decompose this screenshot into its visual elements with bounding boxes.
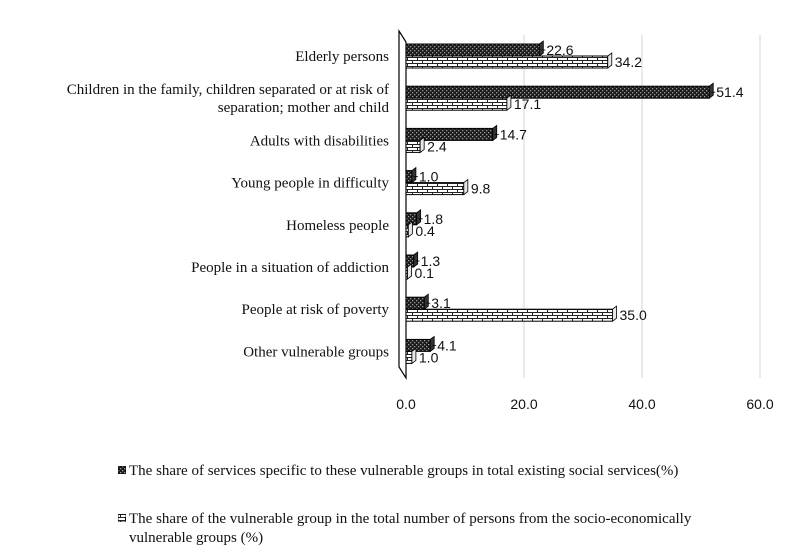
data-label: 1.3 bbox=[421, 253, 441, 269]
bar-depth bbox=[416, 209, 422, 226]
category-label: Young people in difficulty bbox=[231, 176, 389, 192]
data-label: 35.0 bbox=[620, 307, 647, 323]
legend-item-services: The share of services specific to these … bbox=[118, 462, 758, 481]
data-label: 14.7 bbox=[500, 126, 527, 142]
category-label: Other vulnerable groups bbox=[243, 344, 389, 360]
data-label: 1.0 bbox=[419, 169, 439, 185]
legend-item-group-share: The share of the vulnerable group in the… bbox=[118, 510, 758, 548]
bar bbox=[405, 55, 609, 69]
legend-label-services: The share of services specific to these … bbox=[129, 463, 679, 479]
bar bbox=[405, 97, 508, 111]
bar-depth bbox=[407, 221, 413, 238]
bar-depth bbox=[413, 251, 419, 268]
bar-depth bbox=[411, 166, 417, 184]
category-axis bbox=[398, 28, 407, 381]
legend-swatch-services bbox=[118, 466, 126, 474]
bar-depth bbox=[492, 124, 498, 142]
bar-depth bbox=[538, 40, 544, 57]
bar bbox=[405, 127, 494, 141]
category-label: People in a situation of addiction bbox=[191, 260, 389, 276]
labels: 0.0 20.0 40.0 60.0 Elderly persons 22.6 34.2 Ch… bbox=[67, 42, 774, 412]
x-tick-label: 20.0 bbox=[510, 396, 537, 412]
bar-depth bbox=[411, 347, 417, 365]
category-label: Elderly persons bbox=[295, 49, 389, 65]
bar-depth bbox=[419, 136, 425, 154]
bar-depth bbox=[607, 52, 613, 69]
category-label: People at risk of poverty bbox=[242, 302, 390, 318]
category-label: Homeless people bbox=[286, 218, 389, 234]
data-label: 9.8 bbox=[471, 181, 491, 197]
data-label: 51.4 bbox=[716, 84, 743, 100]
data-label: 34.2 bbox=[615, 54, 642, 70]
category-label: Adults with disabilities bbox=[250, 133, 389, 149]
bar-depth bbox=[423, 293, 429, 310]
bar bbox=[405, 350, 413, 364]
axis-line bbox=[398, 28, 407, 381]
data-label: 1.8 bbox=[424, 211, 444, 227]
legend-swatch-group-share bbox=[118, 514, 126, 522]
data-label: 4.1 bbox=[437, 337, 457, 353]
data-label: 1.0 bbox=[419, 349, 439, 365]
data-label: 2.4 bbox=[427, 138, 447, 154]
x-tick-label: 0.0 bbox=[396, 396, 416, 412]
data-label: 22.6 bbox=[546, 42, 573, 58]
category-label: Children in the family, children separat… bbox=[67, 82, 389, 98]
data-label: 0.1 bbox=[415, 265, 435, 281]
bar-depth bbox=[708, 82, 714, 99]
bar-depth bbox=[463, 178, 469, 196]
bar bbox=[405, 170, 413, 184]
legend: The share of services specific to these … bbox=[118, 462, 758, 548]
data-label: 0.4 bbox=[415, 223, 435, 239]
data-label: 3.1 bbox=[431, 295, 451, 311]
x-tick-label: 40.0 bbox=[628, 396, 655, 412]
bar bbox=[405, 43, 540, 57]
category-label: separation; mother and child bbox=[218, 100, 390, 116]
bar-depth bbox=[506, 94, 512, 111]
legend-label-group-share: The share of the vulnerable group in the… bbox=[129, 511, 692, 546]
bars bbox=[405, 40, 714, 365]
bar bbox=[405, 139, 421, 153]
bar-depth bbox=[429, 335, 435, 353]
x-tick-label: 60.0 bbox=[746, 396, 773, 412]
bar-depth bbox=[407, 263, 412, 280]
bar bbox=[405, 296, 425, 310]
bar bbox=[405, 85, 710, 99]
bar-depth bbox=[612, 305, 617, 322]
data-label: 17.1 bbox=[514, 96, 541, 112]
